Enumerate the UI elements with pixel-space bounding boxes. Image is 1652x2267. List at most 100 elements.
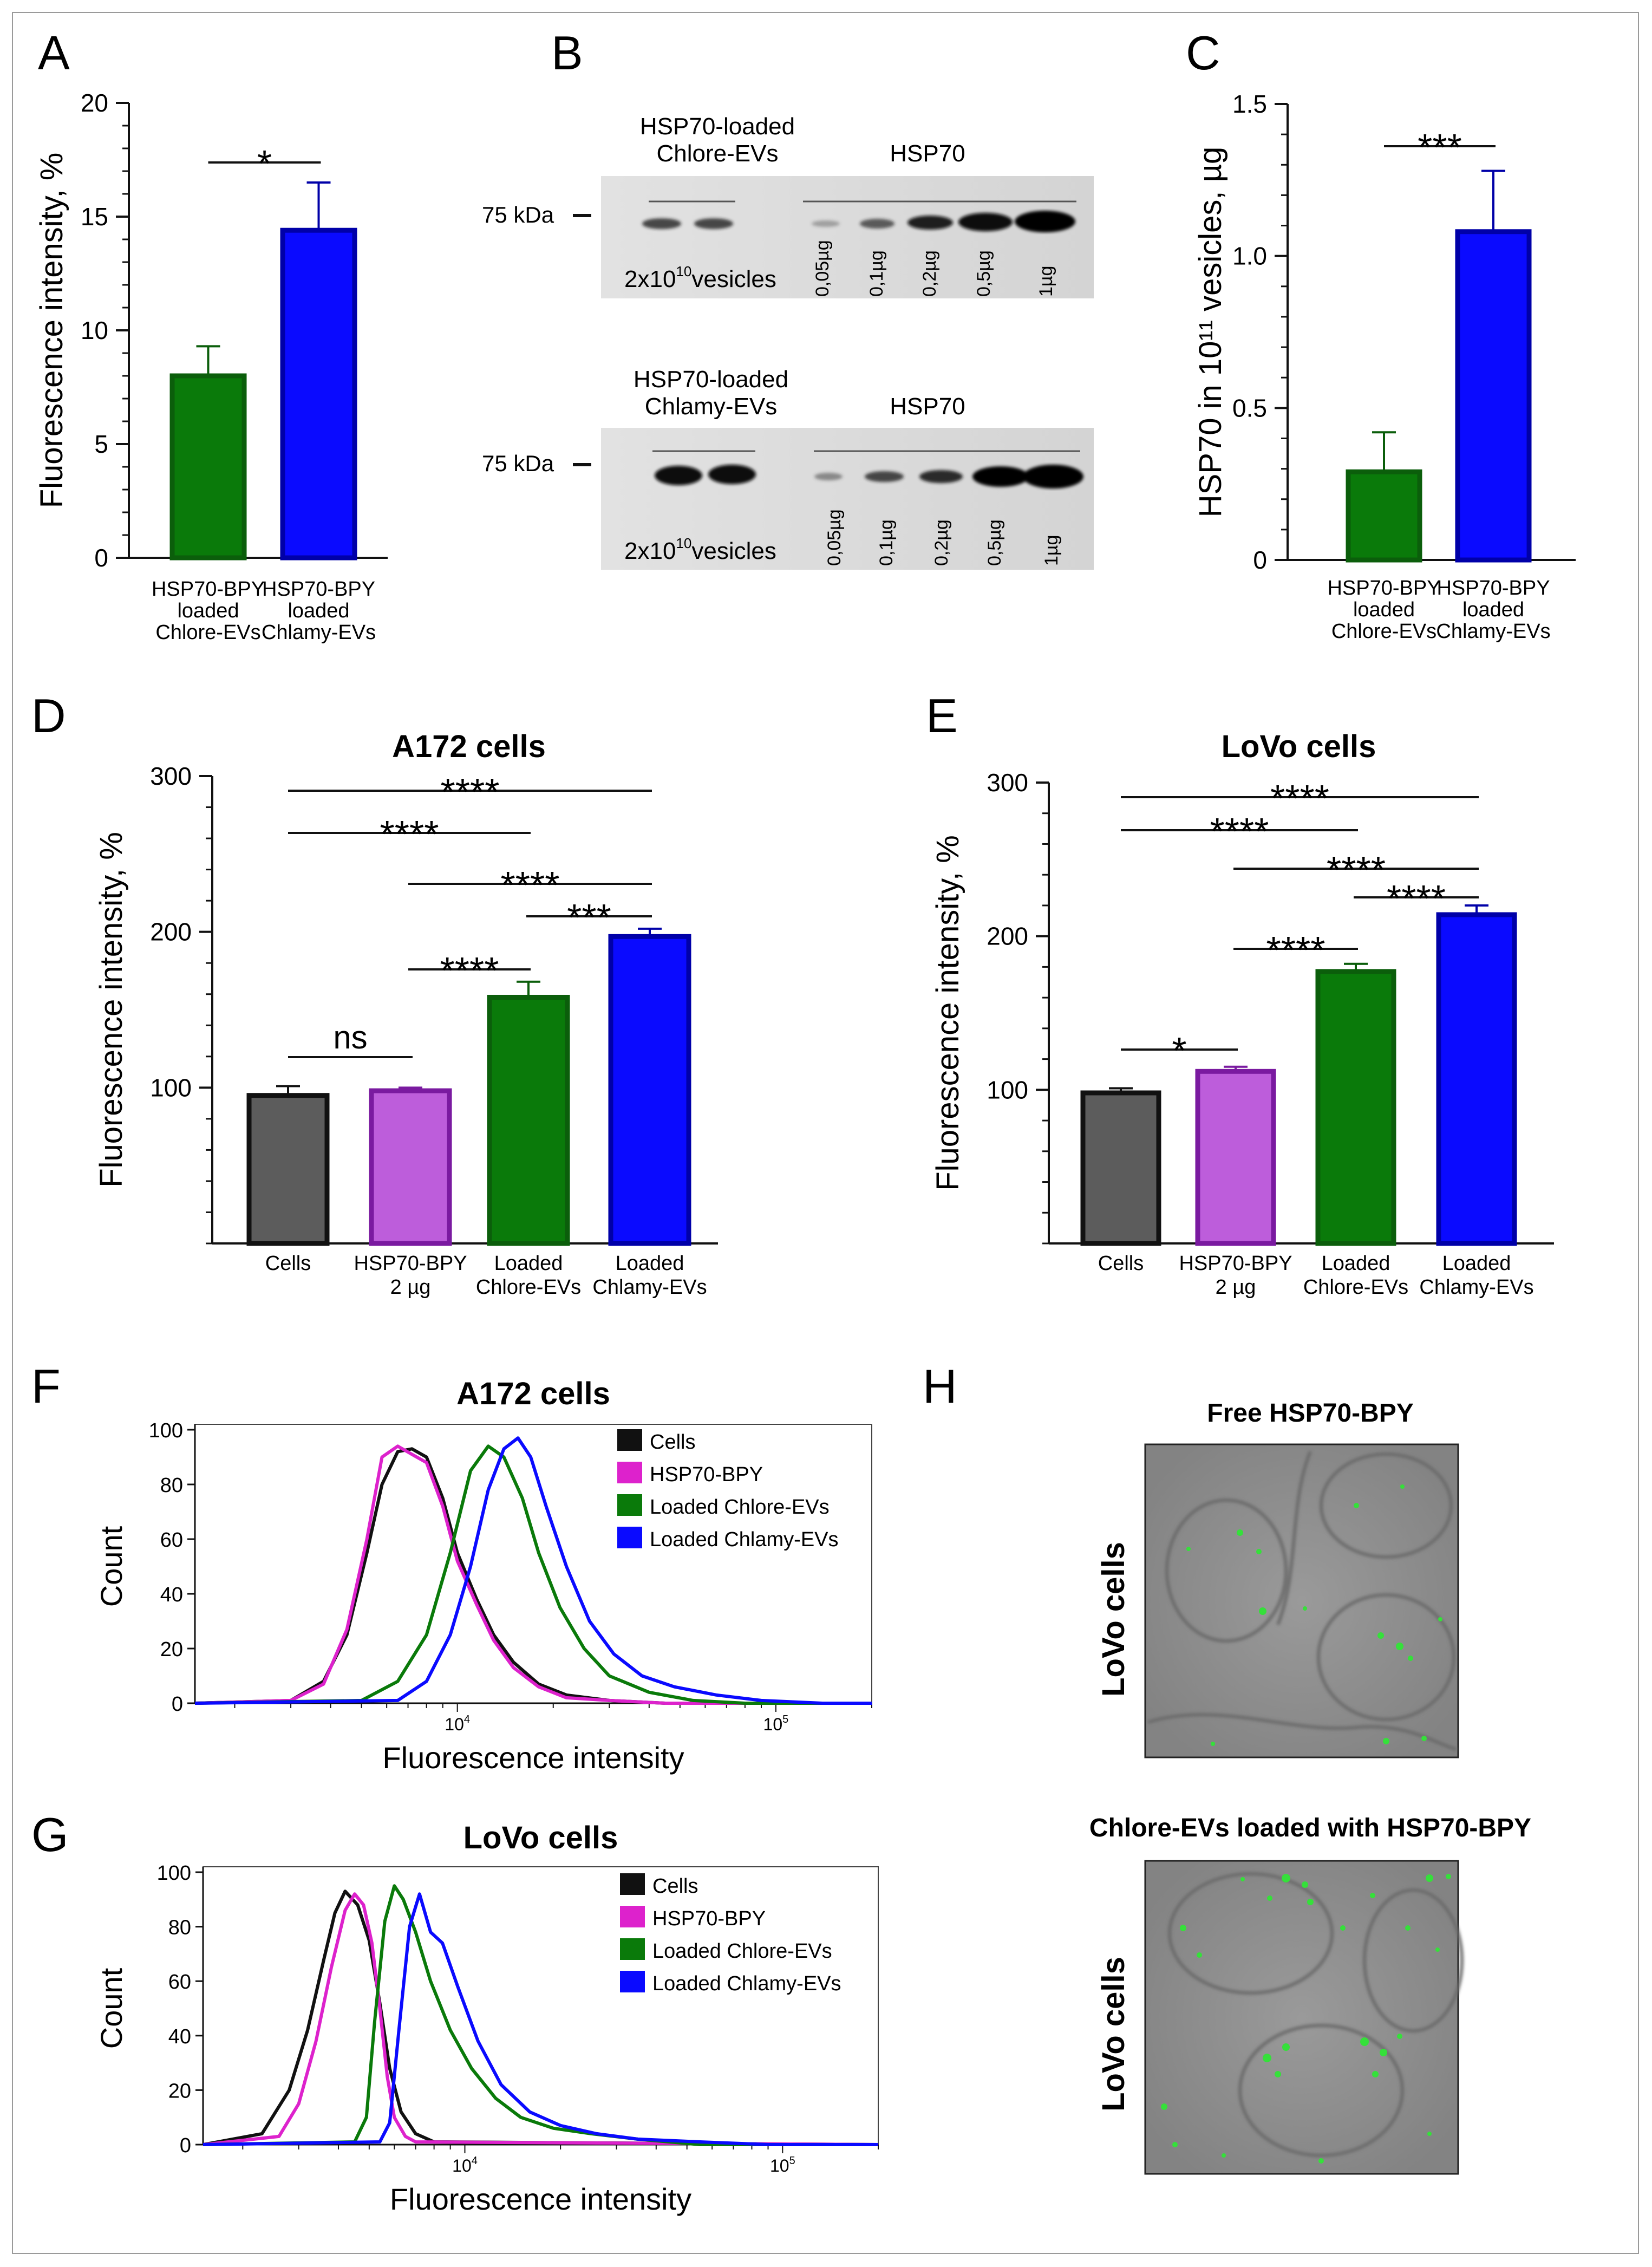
blot-band [1023, 465, 1083, 488]
x-axis-label: Fluorescence intensity [390, 2182, 691, 2216]
micrograph-bottom-background [1144, 1860, 1459, 2175]
x-tick-label: 104 [445, 1714, 470, 1734]
fluorescent-spot [1354, 1503, 1359, 1508]
blot-bottom-header-left-2: Chlamy-EVs [645, 393, 778, 420]
bar [1436, 912, 1517, 1246]
blot-top-lane-label: 0,5µg [974, 250, 994, 297]
blot-top-bands [642, 211, 1075, 232]
blot-band [958, 213, 1013, 231]
x-category-label: HSP70-BPY [1327, 577, 1440, 600]
blot-bottom-lane-label: 0,05µg [824, 509, 845, 566]
y-tick-label: 300 [987, 768, 1028, 797]
fluorescent-spot [1370, 1893, 1375, 1898]
y-tick-label: 15 [81, 203, 108, 231]
legend-swatch [620, 1873, 645, 1895]
cell-outline [1320, 1452, 1453, 1559]
bar [280, 227, 357, 561]
blot-band [694, 218, 733, 229]
legend-label: HSP70-BPY [650, 1463, 763, 1486]
micrograph-top-image [1144, 1443, 1459, 1758]
significance-label: **** [1387, 877, 1446, 920]
fluorescent-spot [1435, 1947, 1440, 1952]
micrograph-top-title: Free HSP70-BPY [1207, 1399, 1414, 1428]
chart-e-lovo-bar: LoVo cells 100 200 300 Fluorescence intensit… [930, 729, 1554, 1299]
microscopy-panel: Free HSP70-BPY LoVo cells [1089, 1399, 1531, 2175]
fluorescent-spot [1172, 2142, 1178, 2147]
fluorescent-spot [1372, 2071, 1379, 2077]
fluorescent-spot [1267, 1895, 1272, 1901]
fluorescent-spot [1263, 2054, 1271, 2062]
x-axis-label: Fluorescence intensity [382, 1741, 684, 1775]
legend-swatch [620, 1906, 645, 1927]
cell-outline [1363, 1888, 1464, 2033]
blot-band [865, 471, 904, 482]
fluorescent-spot [1161, 2103, 1167, 2110]
y-tick-label: 0 [94, 544, 108, 572]
fluorescent-spot [1186, 1547, 1191, 1551]
cell-edge [1147, 1713, 1457, 1751]
panel-letter-f: F [31, 1359, 61, 1413]
x-category-label: loaded [1353, 598, 1415, 621]
fluorescent-spot [1426, 1874, 1433, 1882]
fluorescent-spot [1400, 1484, 1405, 1489]
blot-top-lane-label: 1µg [1036, 266, 1056, 297]
panel-letter-d: D [31, 689, 66, 742]
x-category-label: loaded [177, 600, 239, 622]
y-tick-label: 1.0 [1232, 242, 1267, 270]
series-line [194, 1444, 872, 1705]
bar [369, 1088, 452, 1246]
legend-swatch [620, 1971, 645, 1992]
blot-top-lane-labels: 0,05µg 0,1µg 0,2µg 0,5µg 1µg [812, 240, 1056, 297]
fluorescent-spot [1211, 1742, 1215, 1746]
plot-frame [203, 1866, 879, 2145]
legend-label: Cells [650, 1431, 695, 1454]
chart-title: LoVo cells [463, 1820, 618, 1855]
panel-letter-c: C [1186, 26, 1220, 80]
y-axis-label: Count [94, 1526, 128, 1607]
significance-label: **** [1266, 929, 1325, 971]
micrograph-top-green-signal [1186, 1484, 1442, 1746]
x-tick-base: 10 [763, 1715, 783, 1734]
significance-label: **** [1210, 810, 1269, 852]
x-category-label: Cells [265, 1252, 311, 1275]
fluorescent-spot [1421, 1736, 1427, 1741]
blot-band [1015, 211, 1075, 232]
cell-edge [1276, 1450, 1312, 1626]
legend-label: Loaded Chlore-EVs [652, 1940, 832, 1963]
chart-title: A172 cells [456, 1376, 610, 1411]
y-axis-label: Fluorescence intensity, % [34, 153, 69, 509]
micrograph-bottom-green-signal [1161, 1874, 1451, 2164]
series-line [203, 1892, 878, 2146]
fluorescent-spot [1360, 2037, 1369, 2046]
legend-label: Loaded Chlamy-EVs [650, 1528, 839, 1551]
y-tick-label: 80 [168, 1917, 191, 1939]
blot-bottom-header-left-1: HSP70-loaded [634, 366, 788, 393]
fluorescent-spot [1408, 1656, 1413, 1661]
panel-letter-h: H [923, 1359, 957, 1413]
x-category-label: Chlamy-EVs [1436, 620, 1550, 643]
fluorescent-spot [1180, 1925, 1186, 1931]
significance-label: *** [1418, 126, 1462, 168]
bar [608, 934, 691, 1246]
fluorescent-spot [1438, 1617, 1442, 1621]
fluorescent-spot [1222, 2153, 1226, 2158]
significance-label: **** [441, 771, 500, 813]
x-category-label: HSP70-BPY [354, 1252, 467, 1275]
fluorescent-spot [1377, 1632, 1384, 1639]
micrograph-top-cells [1147, 1450, 1457, 1751]
x-category-label: Chlore-EVs [1303, 1276, 1408, 1299]
blot-top-header-left-1: HSP70-loaded [640, 113, 795, 140]
blot-band [860, 219, 894, 229]
fluorescent-spot [1340, 1925, 1346, 1931]
legend-label: HSP70-BPY [652, 1907, 766, 1930]
fluorescent-spot [1282, 1874, 1290, 1882]
y-tick-label: 0 [172, 1693, 183, 1716]
bar [487, 994, 570, 1246]
series-line [203, 1884, 878, 2146]
y-tick-label: 100 [987, 1076, 1028, 1104]
x-category-label: HSP70-BPY [1436, 577, 1550, 600]
blot-bottom-header-right: HSP70 [890, 393, 965, 420]
bar [169, 373, 247, 561]
blot-band [814, 473, 843, 480]
bar [1346, 469, 1422, 563]
